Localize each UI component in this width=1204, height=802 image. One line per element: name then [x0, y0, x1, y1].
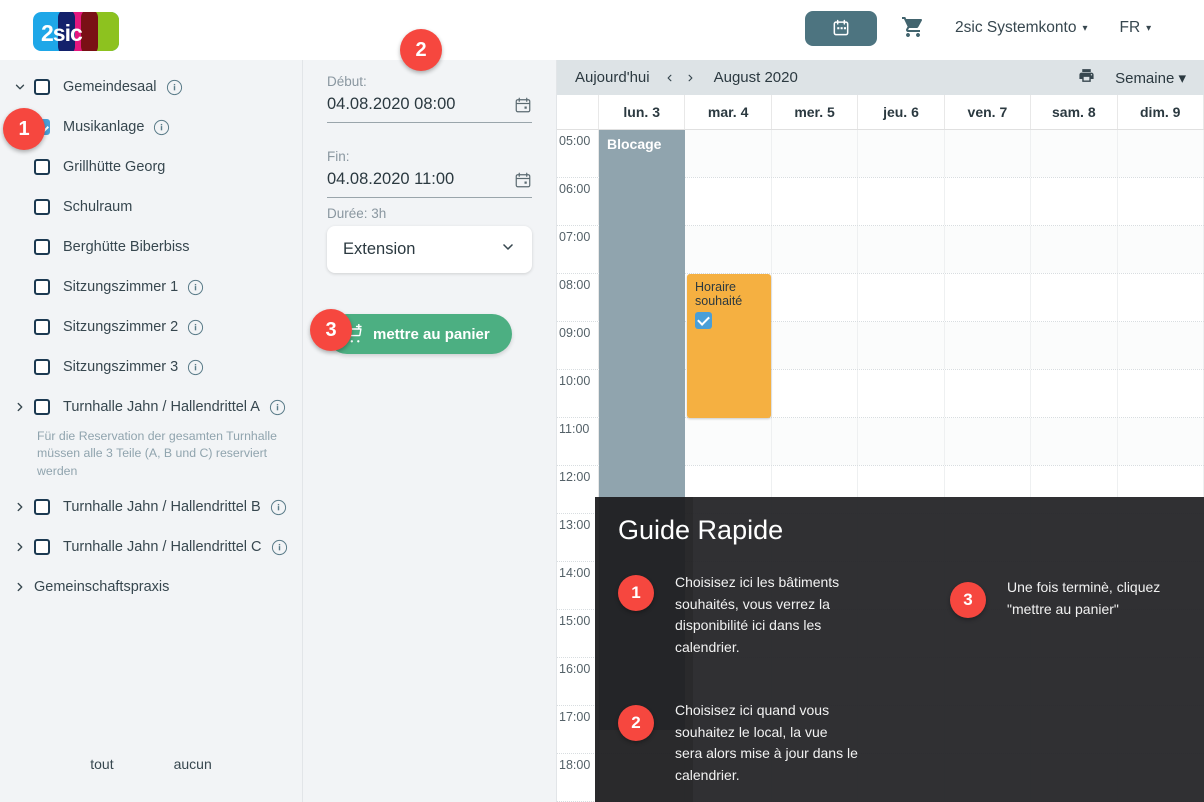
svg-text:2sic: 2sic	[41, 20, 83, 46]
